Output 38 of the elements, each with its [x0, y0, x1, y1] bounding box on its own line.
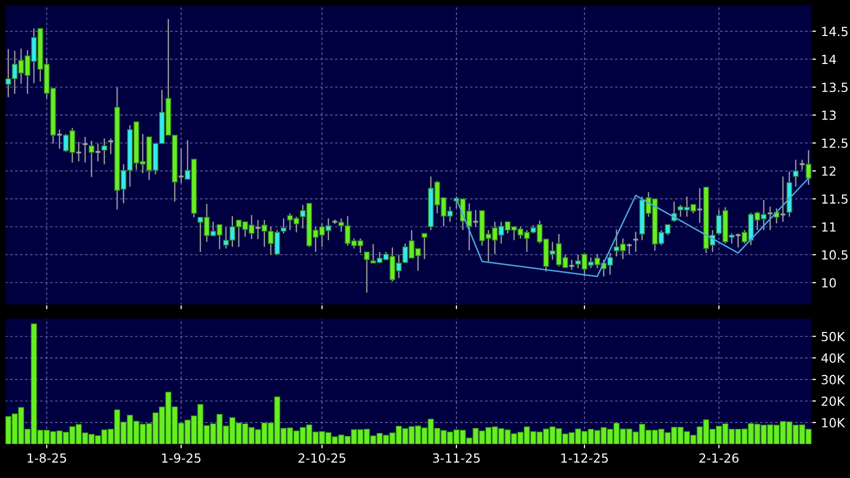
y-tick-label: 10	[822, 278, 836, 288]
y-tick-label: 12	[822, 166, 836, 176]
candlestick	[792, 159, 799, 188]
candlestick	[734, 232, 742, 248]
y-tick-label: 10K	[822, 418, 846, 428]
candlestick	[280, 218, 286, 234]
candlestick	[568, 259, 576, 270]
x-tick-label: 1-8-25	[28, 453, 66, 463]
y-tick-label: 30K	[822, 374, 846, 384]
y-tick-label: 20K	[822, 396, 846, 406]
y-tick-label: 11.5	[822, 194, 848, 204]
y-tick-label: 14.5	[822, 26, 848, 36]
y-tick-label: 40K	[821, 353, 846, 363]
candlestick	[780, 176, 786, 222]
candlestick	[632, 231, 640, 253]
candlestick	[94, 142, 102, 162]
candlestick	[696, 188, 704, 224]
y-tick-label: 12.5	[822, 138, 848, 148]
candlestick	[422, 232, 428, 260]
y-tick-label: 13.5	[822, 82, 848, 92]
candlestick	[75, 141, 82, 162]
y-tick-label: 14	[822, 54, 836, 64]
x-tick-label: 1-12-25	[561, 453, 608, 463]
x-tick-label: 2-1-26	[699, 453, 739, 463]
y-tick-label: 10.5	[822, 250, 848, 260]
candlestick	[101, 138, 108, 165]
y-tick-label: 13	[822, 110, 836, 120]
x-tick-label: 3-11-25	[433, 453, 480, 463]
candlestick	[364, 251, 370, 294]
x-tick-label: 1-9-25	[162, 453, 200, 463]
candlestick	[82, 136, 88, 164]
candlestick	[56, 128, 63, 150]
candlestick	[254, 219, 262, 240]
x-tick-label: 2-10-25	[298, 453, 346, 463]
candlestick	[766, 206, 774, 231]
y-tick-label: 50K	[822, 332, 846, 342]
y-tick-label: 11	[822, 222, 836, 232]
candlestick	[178, 148, 184, 184]
